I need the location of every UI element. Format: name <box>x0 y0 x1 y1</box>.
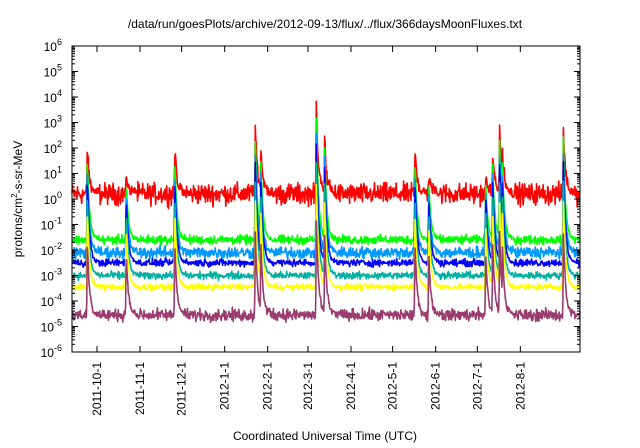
series-group <box>71 100 581 324</box>
chart-title: /data/run/goesPlots/archive/2012-09-13/f… <box>128 17 523 31</box>
y-tick-label-exp: 5 <box>57 63 62 73</box>
x-tick-label: 2012-2-1 <box>261 362 275 410</box>
y-tick-label-base: 10 <box>44 91 58 105</box>
y-tick-label-exp: -6 <box>54 343 62 353</box>
y-tick-label: 100 <box>44 190 62 207</box>
y-tick-label: 10-2 <box>41 241 62 258</box>
y-axis-label-sup: 2 <box>10 193 19 198</box>
y-tick-label: 10-4 <box>41 292 62 309</box>
x-tick-label: 2012-8-1 <box>513 362 527 410</box>
y-tick-label-exp: 1 <box>57 165 62 175</box>
x-tick-label: 2012-3-1 <box>301 362 315 410</box>
y-tick-label-base: 10 <box>41 244 55 258</box>
y-tick-label: 104 <box>44 88 62 105</box>
y-axis-label-rest: -s-sr-MeV <box>11 141 25 194</box>
x-tick-label: 2011-10-1 <box>90 362 104 416</box>
y-tick-label-exp: 6 <box>57 37 62 47</box>
x-tick-label: 2012-6-1 <box>429 362 443 410</box>
y-tick-label-base: 10 <box>41 295 55 309</box>
y-tick-label: 106 <box>44 37 62 54</box>
y-tick-label-exp: -4 <box>54 292 62 302</box>
y-axis: 10-610-510-410-310-210-11001011021031041… <box>41 37 580 360</box>
y-tick-label-base: 10 <box>44 193 58 207</box>
series-line <box>71 220 581 324</box>
y-tick-label-exp: -3 <box>54 267 62 277</box>
x-tick-label: 2011-11-1 <box>133 362 147 415</box>
y-tick-label-exp: -1 <box>54 216 62 226</box>
x-tick-label: 2011-12-1 <box>175 362 189 416</box>
x-axis-label: Coordinated Universal Time (UTC) <box>233 429 417 443</box>
y-tick-label-base: 10 <box>41 219 55 233</box>
x-tick-label: 2012-4-1 <box>344 362 358 410</box>
y-axis-label-base: protons/cm <box>11 198 25 257</box>
y-tick-label-base: 10 <box>41 346 55 360</box>
y-tick-label-exp: 2 <box>57 139 62 149</box>
y-tick-label-exp: 3 <box>57 114 62 124</box>
y-tick-label-exp: -5 <box>54 318 62 328</box>
y-tick-label-base: 10 <box>44 168 58 182</box>
series-line <box>71 183 581 292</box>
y-tick-label: 10-6 <box>41 343 62 360</box>
y-tick-label-exp: 4 <box>57 88 62 98</box>
y-tick-label-base: 10 <box>44 142 58 156</box>
y-tick-label: 10-3 <box>41 267 62 284</box>
y-axis-label: protons/cm2-s-sr-MeV <box>10 141 25 257</box>
y-tick-label: 101 <box>44 165 62 182</box>
y-tick-label: 105 <box>44 63 62 80</box>
y-tick-label: 102 <box>44 139 62 156</box>
y-tick-label-base: 10 <box>44 66 58 80</box>
y-tick-label-exp: -2 <box>54 241 62 251</box>
plot-frame <box>71 45 581 353</box>
x-axis: 2011-10-1 2011-11-1 2011-12-1 2012-1-1 2012-… <box>90 46 527 416</box>
x-tick-label: 2012-5-1 <box>386 362 400 410</box>
y-tick-label-base: 10 <box>44 40 58 54</box>
y-tick-label-base: 10 <box>41 270 55 284</box>
y-tick-label-exp: 0 <box>57 190 62 200</box>
y-tick-label: 10-1 <box>41 216 62 233</box>
y-tick-label: 10-5 <box>41 318 62 335</box>
y-tick-label-base: 10 <box>44 117 58 131</box>
x-tick-label: 2012-1-1 <box>218 362 232 410</box>
y-tick-label: 103 <box>44 114 62 131</box>
y-tick-label-base: 10 <box>41 321 55 335</box>
x-tick-label: 2012-7-1 <box>470 362 484 410</box>
